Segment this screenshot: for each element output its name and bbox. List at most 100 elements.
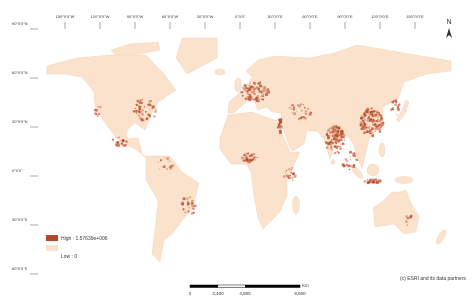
density-speck <box>292 108 296 111</box>
density-speck <box>371 178 373 180</box>
north-arrow-icon <box>446 28 452 38</box>
density-speck <box>135 113 137 115</box>
density-speck <box>297 117 301 121</box>
density-speck <box>332 137 336 141</box>
density-speck <box>145 117 149 121</box>
density-speck <box>396 105 400 109</box>
density-speck <box>331 134 334 137</box>
density-speck <box>352 163 356 167</box>
density-speck <box>137 114 139 116</box>
density-speck <box>132 109 136 113</box>
density-speck <box>309 111 312 115</box>
density-speck <box>252 86 255 88</box>
madagascar <box>292 195 300 215</box>
density-speck <box>368 180 372 183</box>
density-speck <box>363 131 366 135</box>
density-speck <box>335 125 338 128</box>
density-speck <box>336 140 338 142</box>
latitude-label: 30°0'0"N <box>12 119 28 124</box>
density-speck <box>262 93 264 95</box>
density-speck <box>396 114 398 116</box>
density-speck <box>99 105 102 109</box>
density-speck <box>380 128 382 131</box>
density-speck <box>149 113 152 116</box>
density-speck <box>354 158 358 161</box>
density-speck <box>148 115 151 118</box>
density-speck <box>393 100 395 102</box>
density-speck <box>257 88 260 91</box>
density-speck <box>124 143 127 147</box>
density-speck <box>147 103 151 107</box>
density-speck <box>359 121 363 124</box>
density-speck <box>153 115 156 118</box>
density-speck <box>147 113 150 116</box>
density-speck <box>250 97 254 100</box>
density-speck <box>374 127 378 131</box>
africa <box>219 111 301 230</box>
density-speck <box>120 142 123 145</box>
density-speck <box>300 116 303 119</box>
density-speck <box>166 168 169 171</box>
density-speck <box>375 119 378 123</box>
density-speck <box>368 119 372 122</box>
density-speck <box>243 156 246 159</box>
scale-unit: Km <box>302 283 309 288</box>
north-arrow: N <box>446 19 452 38</box>
latitude-label: 30°0'0"S <box>12 217 28 222</box>
density-speck <box>278 129 282 133</box>
density-speck <box>182 201 184 203</box>
longitude-label: 60°0'0"E <box>302 14 318 19</box>
density-speck <box>331 131 335 135</box>
density-speck <box>250 159 253 162</box>
density-speck <box>151 105 155 109</box>
new-zealand <box>436 229 446 245</box>
density-speck <box>155 108 157 110</box>
density-speck <box>296 110 298 112</box>
density-speck <box>397 108 400 112</box>
density-speck <box>300 103 303 106</box>
density-speck <box>192 207 194 210</box>
japan <box>395 99 410 123</box>
south-america <box>145 155 200 263</box>
density-speck <box>290 171 293 174</box>
density-speck <box>244 153 247 156</box>
density-speck <box>290 107 293 110</box>
density-speck <box>166 156 170 161</box>
legend-high: High : 1.57639e+006 <box>61 236 108 242</box>
density-speck <box>359 124 362 127</box>
density-speck <box>373 178 375 180</box>
density-speck <box>246 92 249 95</box>
density-speck <box>379 114 383 118</box>
density-speck <box>253 82 257 86</box>
density-speck <box>114 143 117 146</box>
density-speck <box>329 131 333 134</box>
density-speck <box>348 168 351 171</box>
density-speck <box>297 104 302 108</box>
density-speck <box>117 136 119 139</box>
density-speck <box>290 169 292 171</box>
density-speck <box>329 144 331 147</box>
density-speck <box>349 150 352 154</box>
density-speck <box>136 99 140 103</box>
density-speck <box>304 110 308 113</box>
density-speck <box>94 113 97 116</box>
density-speck <box>363 119 366 123</box>
density-speck <box>373 119 375 121</box>
density-speck <box>187 200 189 202</box>
latitude-label: 0°0'0" <box>12 168 23 173</box>
density-speck <box>303 116 307 120</box>
density-speck <box>371 110 375 113</box>
density-speck <box>339 143 342 145</box>
density-speck <box>292 179 294 181</box>
density-speck <box>254 158 257 161</box>
longitude-label: 150°0'0"W <box>56 14 75 19</box>
density-speck <box>190 204 194 207</box>
density-speck <box>374 130 377 133</box>
density-speck <box>360 127 364 131</box>
density-speck <box>363 123 367 126</box>
graticule-labels: 150°0'0"W 120°0'0"W 90°0'0"W 60°0'0"W 30°0'0… <box>12 14 424 275</box>
density-speck <box>190 199 194 203</box>
density-speck <box>366 119 370 122</box>
density-speck <box>288 106 291 109</box>
